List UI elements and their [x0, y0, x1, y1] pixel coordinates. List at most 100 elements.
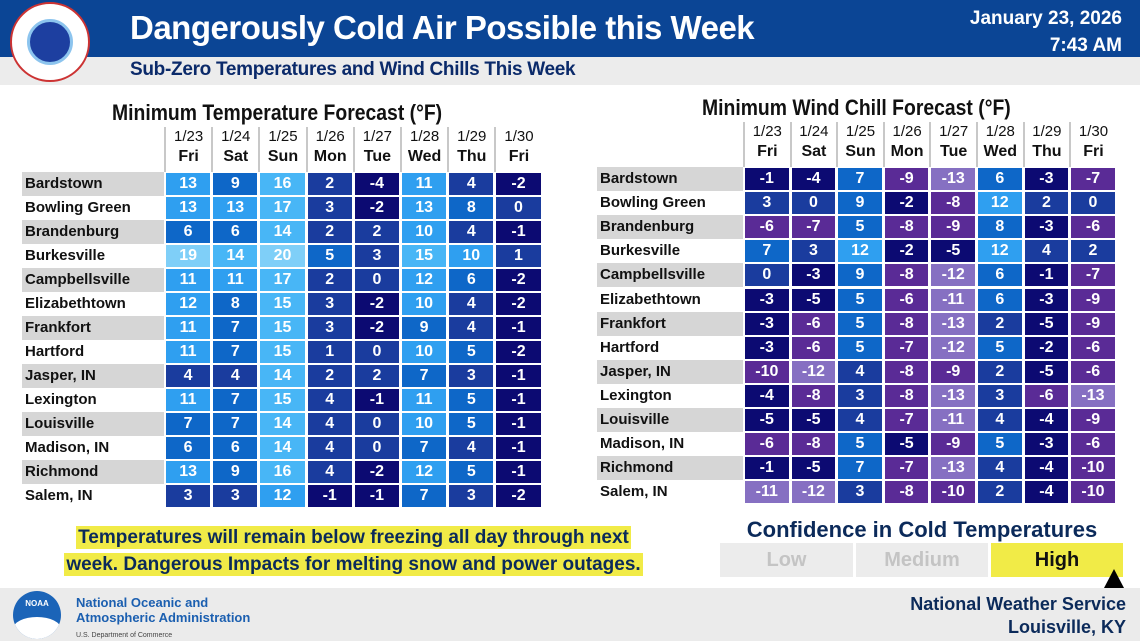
forecast-cell: 9	[838, 264, 882, 287]
forecast-cell: 15	[402, 245, 447, 267]
forecast-cell: 6	[978, 168, 1022, 191]
forecast-cell: 11	[166, 341, 211, 363]
forecast-cell: -9	[884, 168, 929, 191]
forecast-cell: 2	[1024, 192, 1069, 215]
column-day: Sun	[267, 148, 299, 165]
forecast-cell: -8	[884, 360, 929, 383]
column-day: Sat	[223, 148, 249, 165]
row-label: Frankfort	[22, 316, 164, 340]
noaa-name-line1: National Oceanic and	[76, 595, 209, 610]
column-header: 1/29 Thu	[447, 127, 494, 172]
forecast-cell: 4	[838, 409, 882, 432]
noaa-name: National Oceanic and Atmospheric Adminis…	[76, 595, 250, 643]
forecast-cell: -2	[496, 341, 541, 363]
forecast-cell: 4	[213, 365, 258, 387]
forecast-cell: -13	[1071, 384, 1115, 407]
column-date: 1/29	[457, 128, 487, 145]
forecast-cell: 7	[838, 457, 882, 480]
column-header: 1/26 Mon	[305, 127, 353, 172]
forecast-cell: -1	[745, 457, 789, 480]
forecast-cell: 3	[213, 485, 258, 507]
forecast-cell: -9	[931, 360, 975, 383]
column-date: 1/28	[985, 123, 1015, 140]
forecast-cell: -5	[791, 457, 836, 480]
forecast-cell: -7	[884, 409, 929, 432]
forecast-cell: 3	[745, 192, 789, 215]
confidence-low: Low	[720, 543, 853, 577]
forecast-cell: 6	[166, 221, 211, 243]
forecast-cell: 8	[449, 197, 494, 219]
issued-datetime: January 23, 2026 7:43 AM	[970, 5, 1122, 59]
forecast-cell: 2	[354, 221, 399, 243]
forecast-cell: -8	[931, 192, 975, 215]
forecast-cell: 17	[260, 269, 305, 291]
forecast-cell: -1	[496, 365, 541, 387]
forecast-cell: 10	[402, 413, 447, 435]
forecast-cell: -5	[791, 409, 836, 432]
column-date: 1/28	[409, 128, 440, 145]
forecast-cell: -12	[791, 360, 836, 383]
forecast-cell: 13	[213, 197, 258, 219]
forecast-cell: -4	[791, 168, 836, 191]
row-label: Brandenburg	[597, 215, 743, 240]
forecast-cell: -1	[496, 221, 541, 243]
forecast-cell: -5	[1024, 360, 1069, 383]
row-label: Louisville	[22, 412, 164, 436]
confidence-pointer-icon	[1104, 569, 1124, 588]
forecast-cell: 7	[402, 485, 447, 507]
column-day: Wed	[407, 148, 442, 165]
forecast-cell: 15	[260, 389, 305, 411]
forecast-cell: 1	[496, 245, 541, 267]
forecast-cell: 3	[838, 481, 882, 504]
forecast-cell: -9	[1071, 312, 1115, 335]
forecast-cell: -8	[884, 264, 929, 287]
forecast-cell: -1	[307, 485, 352, 507]
forecast-cell: 6	[213, 221, 258, 243]
forecast-cell: 16	[260, 461, 305, 483]
forecast-cell: 11	[402, 173, 447, 195]
forecast-cell: 2	[354, 365, 399, 387]
forecast-cell: 2	[307, 269, 352, 291]
forecast-cell: -5	[1024, 312, 1069, 335]
column-day: Mon	[313, 148, 347, 165]
forecast-cell: 4	[307, 389, 352, 411]
forecast-cell: 3	[978, 384, 1022, 407]
forecast-cell: -2	[496, 173, 541, 195]
forecast-cell: 5	[978, 433, 1022, 456]
row-label: Campbellsville	[597, 263, 743, 288]
forecast-cell: 6	[978, 264, 1022, 287]
forecast-cell: 5	[449, 341, 494, 363]
forecast-cell: 13	[166, 197, 211, 219]
office-line2: Louisville, KY	[1007, 617, 1126, 637]
row-label: Louisville	[597, 408, 743, 433]
forecast-cell: 7	[213, 389, 258, 411]
forecast-cell: 4	[449, 293, 494, 315]
forecast-cell: -10	[1071, 481, 1115, 504]
forecast-cell: 12	[978, 240, 1022, 263]
forecast-cell: 6	[978, 288, 1022, 311]
forecast-cell: -10	[1071, 457, 1115, 480]
forecast-cell: -3	[1024, 168, 1069, 191]
noaa-logo-text: NOAA	[25, 599, 49, 608]
forecast-cell: 0	[745, 264, 789, 287]
forecast-cell: 12	[978, 192, 1022, 215]
forecast-cell: 14	[260, 437, 305, 459]
forecast-cell: -11	[931, 409, 975, 432]
forecast-cell: -7	[791, 216, 836, 239]
forecast-cell: 4	[449, 317, 494, 339]
forecast-cell: -1	[496, 317, 541, 339]
forecast-cell: 14	[260, 413, 305, 435]
column-day: Fri	[1083, 143, 1104, 160]
column-date: 1/27	[362, 128, 392, 145]
forecast-cell: 14	[260, 221, 305, 243]
column-header: 1/30 Fri	[494, 127, 541, 172]
column-header: 1/28 Wed	[400, 127, 447, 172]
forecast-cell: 7	[213, 413, 258, 435]
forecast-cell: 3	[449, 485, 494, 507]
column-date: 1/29	[1032, 123, 1062, 140]
forecast-cell: 3	[166, 485, 211, 507]
forecast-cell: -5	[931, 240, 975, 263]
nws-logo-emblem	[27, 19, 73, 65]
forecast-cell: 3	[307, 293, 352, 315]
column-day: Tue	[940, 143, 968, 160]
